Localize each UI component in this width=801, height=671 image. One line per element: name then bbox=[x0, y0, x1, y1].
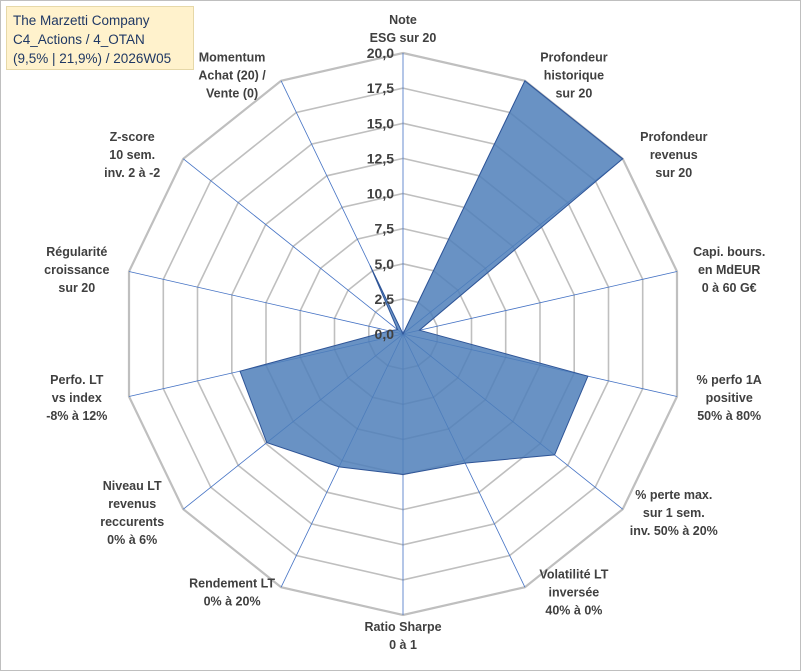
axis-label-line: 50% à 80% bbox=[697, 409, 761, 423]
axis-label: % perte max. sur 1 sem. inv. 50% à 20% bbox=[630, 488, 718, 538]
axis-label-line: sur 20 bbox=[555, 86, 592, 100]
axis-label-line: Volatilité LT bbox=[539, 568, 608, 582]
axis-label-line: Z-score bbox=[110, 130, 155, 144]
tick-labels: 0,0 2,5 5,0 7,5 10,0 12,5 15,0 17,5 20,0 bbox=[367, 45, 394, 342]
tick-label: 12,5 bbox=[367, 150, 394, 166]
axis-label: Note ESG sur 20 bbox=[370, 13, 437, 45]
axis-labels: Note ESG sur 20 Profondeur historique sur 20… bbox=[44, 13, 765, 652]
tick-label: 20,0 bbox=[367, 45, 394, 61]
axis-label: Ratio Sharpe 0 à 1 bbox=[364, 620, 441, 652]
tick-label: 0,0 bbox=[375, 326, 395, 342]
axis-label: Profondeur historique sur 20 bbox=[540, 50, 607, 100]
axis-label: Profondeur revenus sur 20 bbox=[640, 130, 707, 180]
tick-label: 10,0 bbox=[367, 186, 394, 202]
axis-label-line: Niveau LT bbox=[103, 479, 162, 493]
axis-label-line: ESG sur 20 bbox=[370, 31, 437, 45]
axis-label-line: croissance bbox=[44, 263, 109, 277]
axis-label-line: Achat (20) / bbox=[198, 68, 266, 82]
tick-label: 2,5 bbox=[375, 291, 395, 307]
axis-label-line: sur 1 sem. bbox=[643, 506, 705, 520]
axis-label-line: Profondeur bbox=[540, 50, 607, 64]
axis-label-line: sur 20 bbox=[58, 281, 95, 295]
axis-label-line: Régularité bbox=[46, 245, 107, 259]
axis-label: Rendement LT 0% à 20% bbox=[189, 577, 275, 609]
axis-label-line: sur 20 bbox=[655, 166, 692, 180]
series-area bbox=[239, 80, 624, 476]
axis-label: Volatilité LT inversée 40% à 0% bbox=[539, 568, 608, 618]
chart-title-box: The Marzetti Company C4_Actions / 4_OTAN… bbox=[6, 6, 194, 70]
axis-label-line: % perfo 1A bbox=[697, 373, 762, 387]
portfolio-stats: (9,5% | 21,9%) / 2026W05 bbox=[13, 51, 172, 66]
axis-label-line: inv. 50% à 20% bbox=[630, 524, 718, 538]
axis-label-line: Note bbox=[389, 13, 417, 27]
axis-label-line: Rendement LT bbox=[189, 577, 275, 591]
axis-label-line: 0 à 1 bbox=[389, 638, 417, 652]
axis-label: Z-score 10 sem. inv. 2 à -2 bbox=[104, 130, 160, 180]
axis-label-line: revenus bbox=[108, 497, 156, 511]
tick-label: 17,5 bbox=[367, 80, 394, 96]
axis-label-line: Perfo. LT bbox=[50, 373, 104, 387]
axis-label-line: 40% à 0% bbox=[545, 604, 602, 618]
tick-label: 7,5 bbox=[375, 221, 395, 237]
axis-label: Momentum Achat (20) / Vente (0) bbox=[198, 50, 266, 100]
axis-label-line: revenus bbox=[650, 148, 698, 162]
axis-label-line: 0% à 20% bbox=[204, 595, 261, 609]
axis-label-line: inversée bbox=[549, 586, 600, 600]
axis-spoke bbox=[402, 271, 678, 335]
axis-label-line: Capi. bours. bbox=[693, 245, 765, 259]
axis-label-line: reccurents bbox=[100, 515, 164, 529]
axis-label-line: inv. 2 à -2 bbox=[104, 166, 160, 180]
axis-spoke bbox=[128, 271, 404, 335]
company-name: The Marzetti Company bbox=[13, 13, 150, 28]
axis-label-line: 0% à 6% bbox=[107, 533, 157, 547]
axis-spoke bbox=[183, 158, 404, 335]
tick-label: 5,0 bbox=[375, 256, 395, 272]
axis-label: Niveau LT revenus reccurents 0% à 6% bbox=[100, 479, 164, 547]
axis-label-line: 0 à 60 G€ bbox=[702, 281, 757, 295]
axis-label-line: positive bbox=[706, 391, 753, 405]
axis-label: % perfo 1A positive 50% à 80% bbox=[697, 373, 762, 423]
axis-label-line: historique bbox=[544, 68, 604, 82]
axis-label-line: Vente (0) bbox=[206, 86, 258, 100]
axis-label: Régularité croissance sur 20 bbox=[44, 245, 109, 295]
axis-label-line: Ratio Sharpe bbox=[364, 620, 441, 634]
axis-label: Perfo. LT vs index -8% à 12% bbox=[46, 373, 107, 423]
axis-label-line: 10 sem. bbox=[109, 148, 155, 162]
axis-label-line: % perte max. bbox=[635, 488, 712, 502]
axis-label-line: Profondeur bbox=[640, 130, 707, 144]
axis-label-line: vs index bbox=[52, 391, 102, 405]
tick-label: 15,0 bbox=[367, 115, 394, 131]
axis-label: Capi. bours. en MdEUR 0 à 60 G€ bbox=[693, 245, 765, 295]
portfolio-path: C4_Actions / 4_OTAN bbox=[13, 32, 145, 47]
axis-label-line: -8% à 12% bbox=[46, 409, 107, 423]
axis-label-line: en MdEUR bbox=[698, 263, 761, 277]
axis-label-line: Momentum bbox=[199, 50, 266, 64]
